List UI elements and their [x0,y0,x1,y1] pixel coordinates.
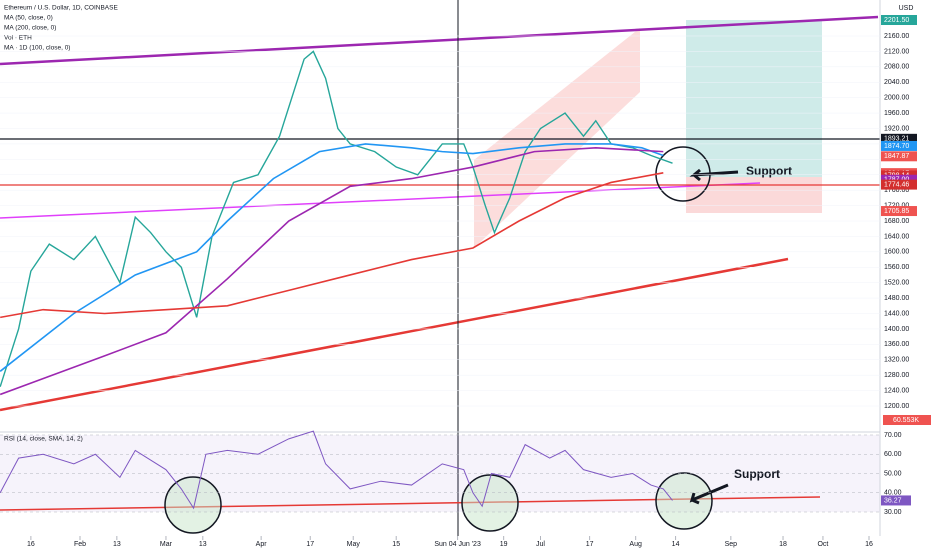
y-tick-label: 1360.00 [884,341,909,348]
rsi-tick-label: 50.00 [884,470,902,477]
loss-zone [686,177,822,213]
price-tag [881,15,917,26]
line [0,430,673,510]
y-tick-label: 1640.00 [884,233,909,240]
line [0,172,664,319]
price-tag-label: 1774.46 [884,181,909,188]
legend-entry: RSI (14, close, SMA, 14, 2) [4,436,83,443]
y-tick-label: 1520.00 [884,280,909,287]
y-tick-label: 1600.00 [884,249,909,256]
x-tick-label: 17 [586,541,594,548]
arrow [689,483,729,505]
x-tick-label: Jul [536,541,545,548]
profit-zone [686,20,822,177]
price-tag [881,206,917,217]
y-tick-label: 2040.00 [884,79,909,86]
line [0,143,664,372]
legend-title: Ethereum / U.S. Dollar, 1D, COINBASE [4,5,118,12]
y-tick-label: 1720.00 [884,202,909,209]
currency: USD [899,5,914,12]
y-tick-label: 2080.00 [884,64,909,71]
y-tick-label: 1960.00 [884,110,909,117]
x-tick-label: 13 [199,541,207,548]
price-tag-label: 1847.87 [884,153,909,160]
y-tick-label: 2160.00 [884,33,909,40]
legend-entry: MA · 1D (100, close, 0) [4,45,70,52]
line [0,50,673,387]
line [0,146,664,396]
rsi-tag-label: 36.27 [884,497,902,504]
legend-entry: MA (200, close, 0) [4,25,56,32]
y-tick-label: 1280.00 [884,372,909,379]
rsi-tick-label: 70.00 [884,432,902,439]
y-tick-label: 1200.00 [884,403,909,410]
y-tick-label: 2120.00 [884,48,909,55]
price-tag-label: 2201.50 [884,17,909,24]
support-trendline [0,182,761,219]
volume-tag: 60.553K [893,417,919,424]
highlight-circle [655,472,713,530]
x-tick-label: Oct [817,541,828,548]
rsi-tick-label: 40.00 [884,490,902,497]
channel [474,28,640,248]
x-tick-label: Sep [725,541,738,548]
x-tick-label: 13 [113,541,121,548]
legend-entry: MA (50, close, 0) [4,15,53,22]
x-tick-label: Feb [74,541,86,548]
annotation: Support [746,164,792,178]
x-tick-label: 14 [672,541,680,548]
x-tick-label: 17 [306,541,314,548]
y-tick-label: 1240.00 [884,387,909,394]
highlight-circle [164,476,222,534]
price-tag-label: 1874.70 [884,143,909,150]
x-tick-label: Aug [629,541,642,548]
x-tick-label: Sun 04 Jun '23 [434,541,481,548]
y-tick-label: 1920.00 [884,125,909,132]
price-tag [881,133,917,144]
x-tick-label: 16 [865,541,873,548]
annotation: Support [734,467,780,481]
x-tick-label: 18 [779,541,787,548]
price-tag [881,140,917,151]
tag-bg [883,415,931,425]
x-tick-label: Mar [160,541,173,548]
price-tag-label: 1705.85 [884,208,909,215]
x-tick-label: 15 [392,541,400,548]
x-tick-label: 19 [500,541,508,548]
x-tick-label: 16 [27,541,35,548]
highlight-circle [461,474,519,532]
y-tick-label: 1760.00 [884,187,909,194]
price-tag-label: 1893.21 [884,136,909,143]
y-tick-label: 1320.00 [884,357,909,364]
y-tick-label: 1440.00 [884,310,909,317]
y-tick-label: 2000.00 [884,95,909,102]
x-tick-label: May [347,541,361,548]
x-tick-label: Apr [256,541,268,548]
price-tag [881,179,917,190]
lower-trendline [0,257,789,412]
legend-entry: Vol · ETH [4,35,32,42]
price-tag [881,151,917,162]
rsi-tick-label: 30.00 [884,509,902,516]
upper-trendline [0,15,879,66]
rsi-tick-label: 60.00 [884,451,902,458]
y-tick-label: 1480.00 [884,295,909,302]
y-tick-label: 1560.00 [884,264,909,271]
y-tick-label: 1680.00 [884,218,909,225]
y-tick-label: 1400.00 [884,326,909,333]
rsi-tag [881,495,911,506]
